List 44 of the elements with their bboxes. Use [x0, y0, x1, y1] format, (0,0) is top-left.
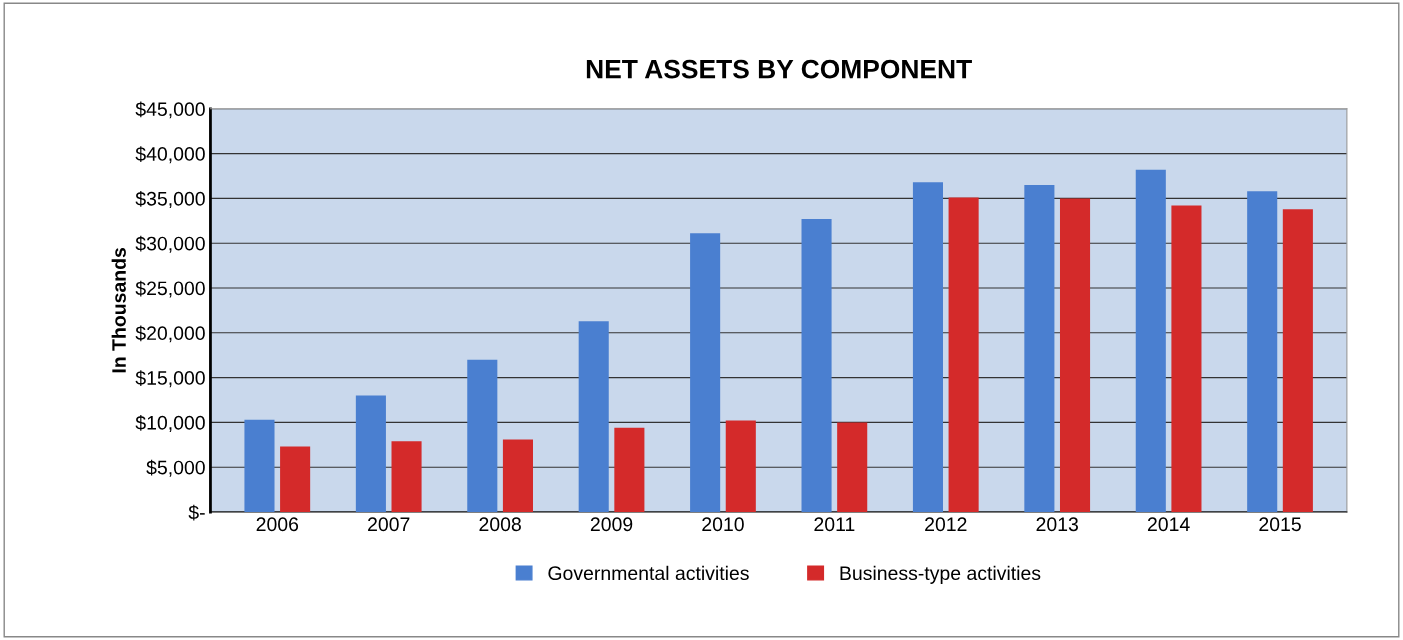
bar: [948, 197, 979, 512]
y-tick-label: $-: [188, 504, 205, 521]
bar: [502, 439, 533, 512]
y-tick-label: $15,000: [135, 370, 205, 388]
y-tick-label: $40,000: [135, 146, 205, 164]
bar: [355, 395, 386, 512]
legend-label: Business-type activities: [840, 565, 1041, 584]
bar: [280, 446, 311, 512]
bar: [1247, 191, 1278, 512]
bar: [1282, 209, 1313, 512]
bar: [244, 419, 275, 512]
bar: [1135, 169, 1166, 512]
y-tick-label: $10,000: [135, 415, 205, 432]
bar: [391, 441, 422, 512]
bar: [725, 420, 756, 512]
y-tick-label: $30,000: [135, 235, 205, 253]
x-tick-label: 2011: [814, 517, 855, 532]
y-tick-label: $35,000: [135, 191, 205, 208]
x-tick-label: 2006: [256, 517, 299, 532]
bar: [801, 219, 832, 512]
x-tick-label: 2010: [702, 517, 744, 532]
x-tick-label: 2013: [1036, 517, 1078, 532]
y-axis-title: In Thousands: [111, 248, 126, 373]
bar: [1171, 205, 1202, 512]
bar: [1059, 198, 1091, 512]
y-tick-label: $45,000: [135, 101, 205, 119]
x-tick-label: 2012: [925, 517, 967, 532]
bar: [467, 359, 498, 512]
x-tick-label: 2007: [368, 517, 410, 532]
x-tick-label: 2009: [590, 517, 633, 532]
y-tick-label: $20,000: [135, 325, 205, 343]
chart-title: NET ASSETS BY COMPONENT: [586, 59, 972, 79]
bar: [578, 321, 609, 512]
y-tick-label: $25,000: [135, 280, 205, 298]
x-tick-label: 2015: [1259, 517, 1301, 532]
x-tick-label: 2014: [1147, 517, 1190, 532]
bar: [690, 233, 721, 512]
legend-label: Governmental activities: [548, 565, 749, 581]
bar: [1024, 184, 1055, 512]
y-tick-label: $5,000: [146, 459, 205, 477]
bar: [614, 427, 645, 512]
bar: [912, 182, 943, 512]
x-tick-label: 2008: [479, 517, 521, 532]
bar: [837, 422, 868, 512]
